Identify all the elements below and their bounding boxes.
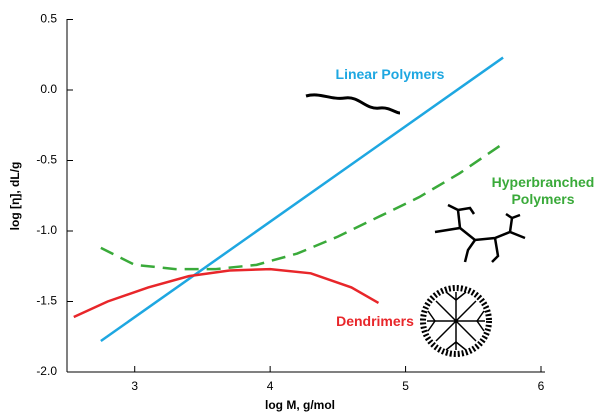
y-tick-label: -0.5 [36, 153, 57, 167]
series-label: Hyperbranched Polymers [491, 174, 595, 207]
x-tick-label: 5 [402, 379, 409, 393]
x-tick-label: 3 [131, 379, 138, 393]
y-axis-label: log [η], dL/g [8, 162, 22, 231]
y-tick-label: -1.5 [36, 294, 57, 308]
series-label: Linear Polymers [335, 66, 445, 82]
y-tick-label: -2.0 [36, 364, 57, 378]
y-tick-label: 0.0 [40, 82, 57, 96]
linear-icon [305, 93, 401, 115]
dendrimer-icon [420, 285, 492, 357]
hyperbranched-icon [434, 203, 526, 263]
y-tick-label: 0.5 [40, 12, 57, 26]
x-tick-label: 4 [267, 379, 274, 393]
series-line [100, 142, 504, 271]
y-tick-label: -1.0 [36, 223, 57, 237]
series-line [73, 267, 380, 319]
series-label: Dendrimers [336, 313, 414, 329]
series-line [100, 56, 504, 343]
x-tick-label: 6 [538, 379, 545, 393]
x-axis-label: log M, g/mol [265, 398, 335, 412]
